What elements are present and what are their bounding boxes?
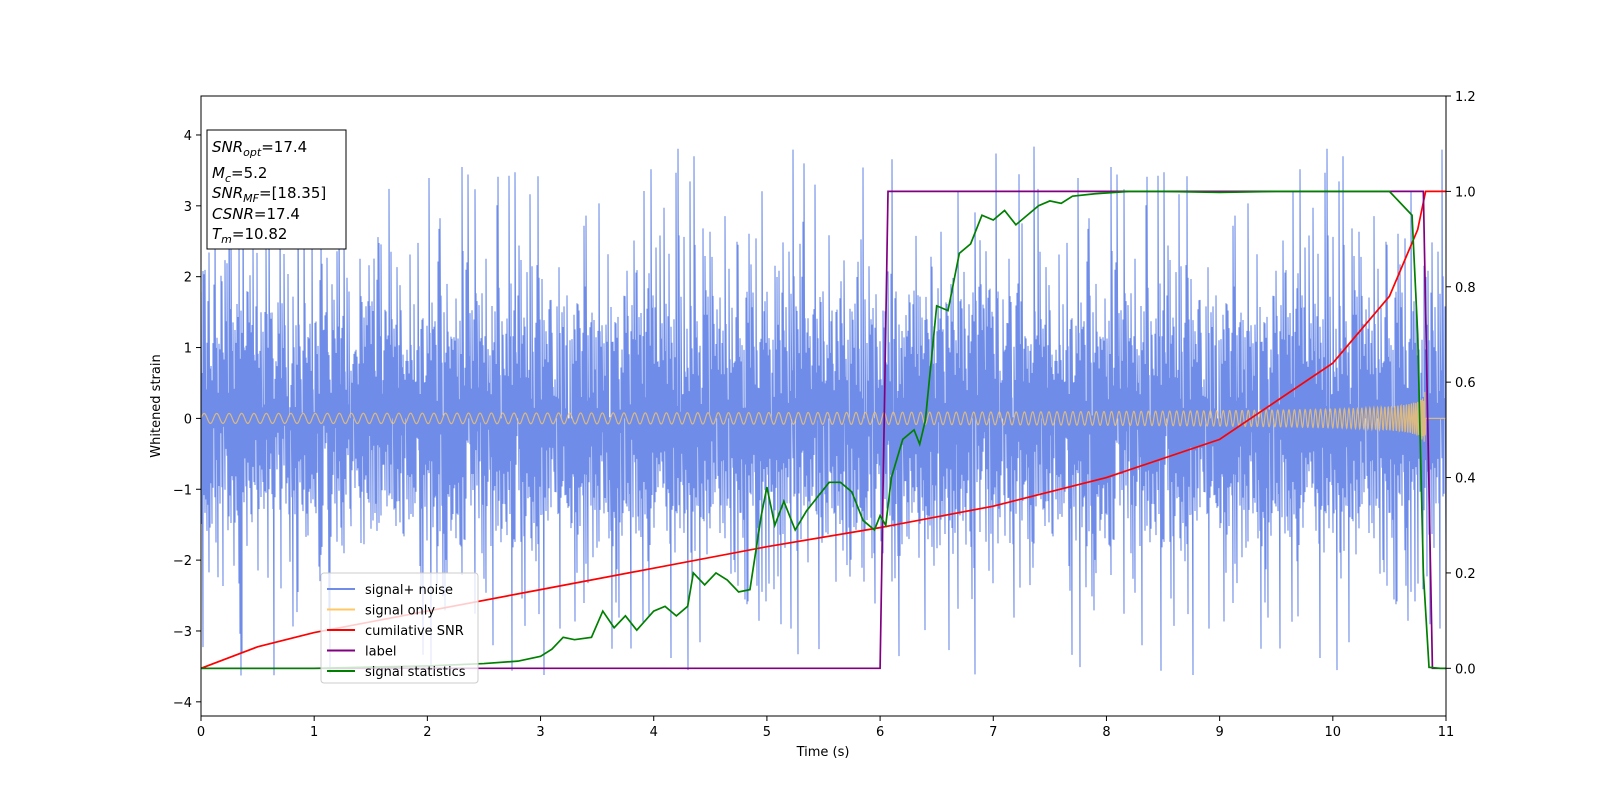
y-tick-label: 4 [184,129,192,144]
info-tm: Tm=10.82 [212,225,287,246]
info-tm-sub: m [221,233,232,246]
legend-label-signal-statistics: signal statistics [365,665,466,680]
info-mc-base: M [212,164,225,182]
info-snr-opt-value: =17.4 [261,138,307,156]
x-tick-label: 6 [876,725,884,740]
x-tick-label: 10 [1325,725,1342,740]
legend: signal+ noise signal only cumilative SNR la… [320,572,479,684]
y-tick-label: −3 [173,625,192,640]
signal-plus-noise-line [201,143,1446,676]
info-snr-mf: SNRMF=[18.35] [212,184,326,205]
y2-tick-label: 0.2 [1455,567,1476,582]
y-tick-label: 1 [184,342,192,357]
info-snr-mf-value: =[18.35] [259,184,326,202]
info-box-frame [206,129,347,250]
info-mc-value: =5.2 [231,164,267,182]
info-tm-base: T [212,225,223,243]
y-tick-label: −1 [173,483,192,498]
info-snr-mf-sub: MF [243,192,259,205]
info-mc-sub: c [225,172,231,185]
info-snr-opt-sub: opt [243,146,262,159]
y2-axis-ticks: 0.0 0.2 0.4 0.6 0.8 1.0 1.2 [1446,90,1476,677]
y-tick-label: −2 [173,554,192,569]
y-axis-ticks: −4 −3 −2 −1 0 1 2 3 4 [173,129,201,711]
legend-frame [320,572,479,684]
y-tick-label: −4 [173,696,192,711]
x-tick-label: 7 [989,725,997,740]
y-tick-label: 3 [184,200,192,215]
signal-only-series [201,391,1446,442]
x-axis-label: Time (s) [796,745,850,760]
info-snr-opt: SNRopt=17.4 [212,138,307,159]
axes-frame [200,95,1447,717]
y-axis-label: Whitened strain [149,354,164,457]
info-snr-mf-base: SNR [212,184,243,202]
info-tm-value: =10.82 [232,225,288,243]
legend-label-signal-noise: signal+ noise [365,583,453,598]
x-tick-label: 3 [536,725,544,740]
y2-tick-label: 0.6 [1455,376,1476,391]
x-axis-ticks: 0 1 2 3 4 5 6 7 8 9 10 11 [197,716,1454,740]
signal-only-line [201,391,1446,442]
x-tick-label: 9 [1215,725,1223,740]
x-tick-label: 8 [1102,725,1110,740]
legend-label-cumilative-snr: cumilative SNR [365,624,464,639]
legend-label-signal-only: signal only [365,604,435,619]
signal-plus-noise-series [201,143,1446,676]
y2-tick-label: 1.2 [1455,90,1476,105]
info-mc: Mc=5.2 [212,164,267,185]
x-tick-label: 2 [423,725,431,740]
signal-statistics-line [201,190,1446,670]
info-csnr-base: CSNR [212,205,254,223]
x-tick-label: 0 [197,725,205,740]
info-box: SNRopt=17.4 Mc=5.2 SNRMF=[18.35] CSNR=17… [206,129,347,250]
y2-tick-label: 0.4 [1455,472,1476,487]
x-tick-label: 4 [650,725,658,740]
info-csnr-value: =17.4 [254,205,300,223]
y2-tick-label: 0.0 [1455,662,1476,677]
legend-items: signal+ noise signal only cumilative SNR la… [327,583,466,680]
y-tick-label: 0 [184,412,192,427]
y2-tick-label: 1.0 [1455,185,1476,200]
info-snr-opt-base: SNR [212,138,243,156]
y2-tick-label: 0.8 [1455,281,1476,296]
y-tick-label: 2 [184,271,192,286]
legend-label-label: label [365,645,396,660]
x-tick-label: 11 [1438,725,1455,740]
x-tick-label: 1 [310,725,318,740]
x-tick-label: 5 [763,725,771,740]
info-csnr: CSNR=17.4 [212,205,300,223]
